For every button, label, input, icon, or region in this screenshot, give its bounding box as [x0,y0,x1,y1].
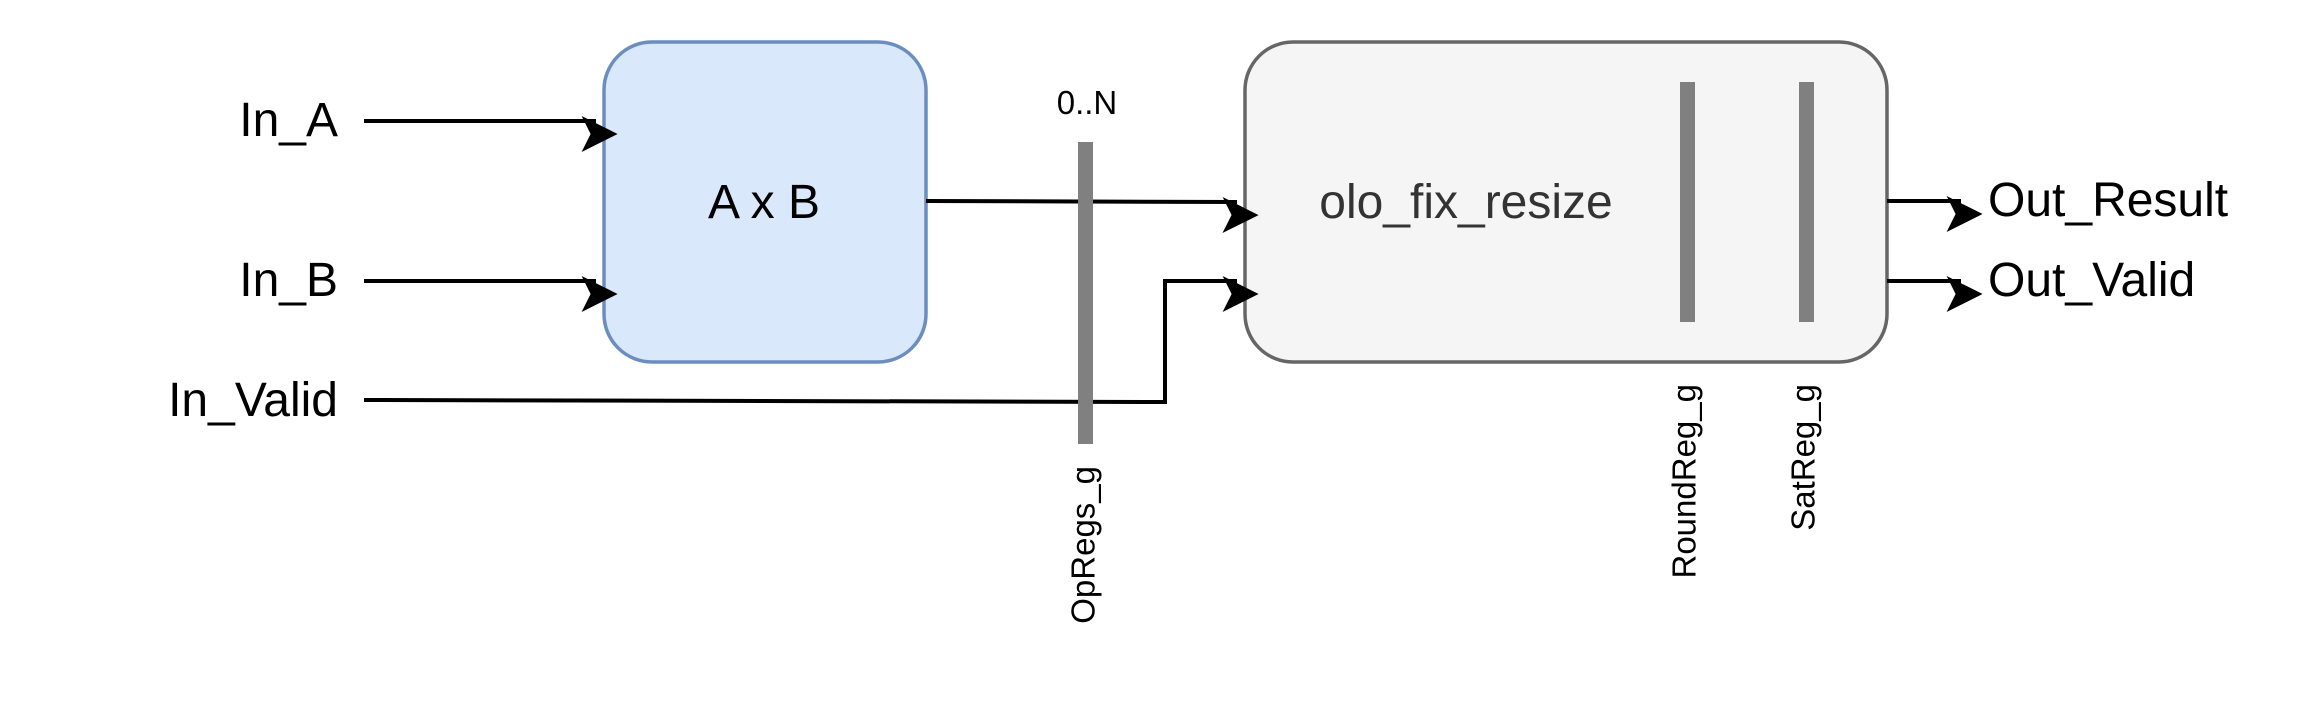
roundreg-bar [1680,82,1695,322]
satreg-bar [1799,82,1814,322]
output-label-result: Out_Result [1988,174,2228,227]
roundreg-label: RoundReg_g [1666,384,1703,579]
resize-label: olo_fix_resize [1319,176,1612,229]
output-label-valid: Out_Valid [1988,254,2195,307]
opregs-bar [1078,142,1093,444]
opregs-count-label: 0..N [1057,84,1118,121]
opregs-label: OpRegs_g [1065,466,1102,624]
input-label-b: In_B [239,254,338,307]
input-label-valid: In_Valid [168,374,338,427]
wire-in-valid [363,276,1259,405]
multiplier-label: A x B [708,176,820,229]
input-label-a: In_A [239,94,338,147]
satreg-label: SatReg_g [1785,384,1822,531]
